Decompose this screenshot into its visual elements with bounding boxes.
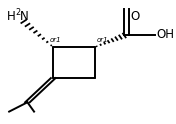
Text: O: O	[130, 10, 139, 23]
Text: or1: or1	[50, 37, 61, 43]
Text: 2: 2	[15, 8, 20, 17]
Text: H: H	[7, 10, 15, 23]
Text: OH: OH	[156, 28, 174, 41]
Text: or1: or1	[96, 37, 108, 43]
Text: N: N	[20, 10, 28, 23]
